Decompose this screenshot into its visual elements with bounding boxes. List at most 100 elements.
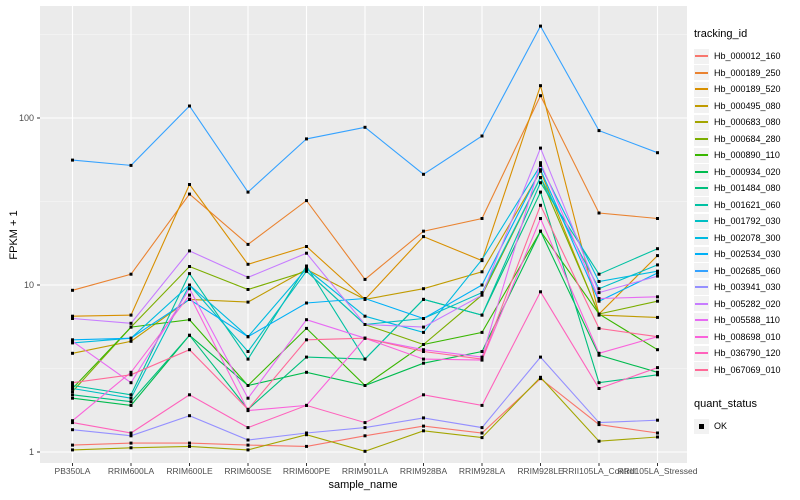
legend-label: Hb_067069_010	[714, 364, 781, 375]
legend-line-swatch-icon	[695, 88, 708, 91]
legend-key	[694, 164, 709, 180]
x-tick-label: RRIM600LA	[107, 466, 155, 476]
x-tick-label: RRIM928BA	[399, 466, 448, 476]
data-point	[188, 318, 191, 322]
legend-entry: Hb_000684_280	[694, 131, 781, 148]
data-point	[129, 373, 133, 377]
data-point	[597, 280, 601, 283]
data-point	[305, 431, 308, 435]
data-point	[539, 375, 542, 379]
data-point	[597, 211, 601, 215]
data-point	[129, 393, 133, 397]
data-point	[597, 272, 601, 276]
legend-title-quant-status: quant_status	[694, 398, 757, 410]
tracking-id-legend: Hb_000012_160 Hb_000189_250 Hb_000189_520 H…	[694, 48, 781, 378]
data-point	[129, 370, 133, 374]
data-point	[363, 314, 367, 318]
data-point	[129, 446, 133, 450]
data-point	[188, 414, 191, 418]
x-axis-title: sample_name	[328, 479, 398, 491]
data-point	[305, 264, 308, 268]
legend-label: Hb_005282_020	[714, 298, 781, 309]
data-point	[188, 287, 191, 291]
legend-line-swatch-icon	[695, 154, 708, 157]
legend-label: Hb_000012_160	[714, 51, 781, 62]
data-point	[71, 419, 74, 423]
data-point	[71, 393, 74, 397]
data-point	[656, 274, 659, 278]
data-point	[246, 300, 250, 304]
data-point	[422, 172, 425, 176]
data-point	[656, 418, 659, 422]
data-point	[422, 343, 425, 346]
data-point	[656, 370, 659, 374]
legend-entry: Hb_002078_300	[694, 230, 781, 247]
data-point	[305, 199, 308, 203]
data-point	[305, 444, 308, 448]
legend-entry: Hb_001621_060	[694, 197, 781, 214]
legend-line-swatch-icon	[695, 352, 708, 355]
data-point	[597, 326, 601, 330]
legend-line-swatch-icon	[695, 335, 708, 338]
y-tick-label: 100	[18, 113, 34, 123]
data-point	[363, 421, 367, 425]
legend-label: Hb_000189_520	[714, 84, 781, 95]
data-point	[539, 94, 542, 98]
data-point	[597, 439, 601, 443]
legend-entry: Hb_000189_520	[694, 81, 781, 98]
data-point	[363, 434, 367, 438]
data-point	[539, 181, 542, 185]
data-point	[597, 129, 601, 133]
data-point	[188, 104, 191, 108]
data-point	[71, 314, 74, 318]
legend-line-swatch-icon	[695, 187, 708, 190]
data-point	[597, 381, 601, 385]
data-point	[422, 325, 425, 329]
data-point	[656, 271, 659, 275]
data-point	[246, 357, 250, 361]
data-point	[129, 321, 133, 325]
legend-label: Hb_036790_120	[714, 348, 781, 359]
data-point	[656, 431, 659, 435]
legend-line-swatch-icon	[695, 104, 708, 107]
legend-line-swatch-icon	[695, 220, 708, 223]
data-point	[129, 339, 133, 343]
legend-line-swatch-icon	[695, 71, 708, 74]
data-point	[656, 348, 659, 352]
data-point	[188, 249, 191, 253]
data-point	[480, 134, 484, 138]
data-point	[539, 84, 542, 88]
data-point	[480, 355, 484, 359]
data-point	[656, 295, 659, 299]
data-point	[246, 396, 250, 400]
data-point	[422, 416, 425, 420]
data-point	[71, 443, 74, 447]
data-point	[422, 287, 425, 291]
data-point	[480, 350, 484, 353]
x-tick-label: RRIM901LA	[341, 466, 389, 476]
data-point	[188, 348, 191, 352]
legend-label: Hb_000890_110	[714, 150, 780, 161]
data-point	[656, 335, 659, 339]
data-point	[363, 336, 367, 340]
data-point	[539, 290, 542, 294]
x-tick-label: PB350LA	[54, 466, 91, 476]
data-point	[480, 293, 484, 297]
data-point	[71, 390, 74, 394]
legend-key	[694, 362, 709, 378]
data-point	[129, 325, 133, 329]
data-point	[597, 291, 601, 295]
data-point	[305, 251, 308, 255]
legend-entry: Hb_003941_030	[694, 279, 781, 296]
legend-key	[694, 279, 709, 295]
data-point	[480, 313, 484, 317]
data-point	[129, 400, 133, 404]
legend-key	[694, 263, 709, 279]
legend-key	[694, 329, 709, 345]
data-point	[539, 163, 542, 167]
data-point	[246, 350, 250, 353]
data-point	[305, 267, 308, 271]
data-point	[188, 333, 191, 337]
data-point	[656, 299, 659, 303]
